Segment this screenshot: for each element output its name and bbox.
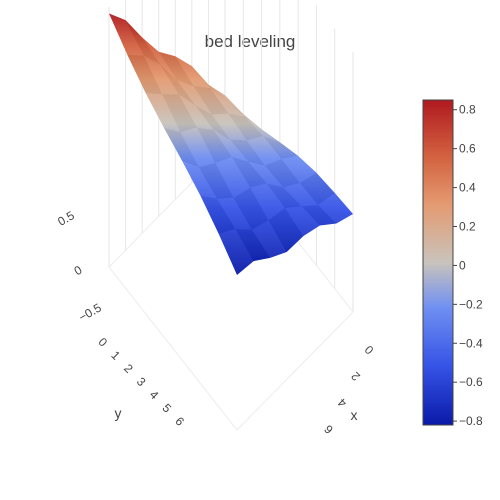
surface-facet: [145, 92, 181, 133]
surface-facet: [177, 80, 212, 115]
surface-facet: [218, 228, 254, 275]
colorbar-tick-label: −0.4: [459, 336, 483, 350]
colorbar-tick-label: 0.2: [459, 219, 476, 233]
surface-facet: [246, 136, 282, 166]
colorbar-tick-label: 0.8: [459, 103, 476, 117]
y-axis-title: y: [115, 405, 122, 421]
z-tick-label: 0: [72, 263, 85, 279]
surface-facet: [125, 20, 161, 65]
surface-facet: [285, 206, 320, 237]
x-tick-label: 2: [348, 369, 363, 384]
surface-facet: [193, 86, 229, 115]
surface-facet: [268, 207, 304, 253]
surface-facet: [160, 64, 196, 106]
colorbar-tick-label: 0.4: [459, 181, 476, 195]
colorbar-tick-label: 0: [459, 258, 466, 272]
y-tick-label: 1: [108, 348, 123, 363]
surface-facet: [175, 56, 211, 88]
chart-title: bed leveling: [205, 32, 296, 51]
surface-facet: [281, 155, 317, 184]
surface-facet: [283, 183, 319, 207]
surface-facet: [180, 127, 216, 168]
y-tick-label: 0: [96, 335, 111, 350]
x-tick-label: 6: [321, 422, 336, 437]
surface-facet: [142, 37, 177, 81]
surface-facet: [211, 113, 247, 141]
surface-facet: [301, 205, 337, 226]
surface-facet: [182, 160, 217, 199]
x-tick-label: 4: [335, 395, 350, 410]
y-tick-label: 3: [134, 374, 149, 389]
surface-facet: [213, 129, 249, 162]
surface-facet: [162, 94, 197, 133]
surface-facet: [318, 192, 353, 224]
surface-facet: [226, 100, 262, 130]
colorbar-tick-label: −0.2: [459, 297, 483, 311]
surface-facet: [299, 172, 335, 206]
z-tick-label: −0.5: [76, 300, 104, 324]
surface-facet: [210, 87, 245, 117]
y-tick-label: 6: [172, 414, 187, 429]
z-tick-label: 0.5: [55, 208, 77, 229]
surface-facet: [197, 127, 232, 164]
x-tick-label: 0: [362, 342, 377, 357]
surface-facet: [158, 51, 194, 87]
surface-facet: [233, 187, 269, 230]
surface-facet: [231, 156, 267, 188]
surface-facet: [143, 55, 179, 95]
surface-mesh: [109, 13, 353, 275]
y-tick-label: 5: [160, 401, 175, 416]
surface-facet: [198, 163, 234, 199]
surface-facet: [178, 94, 214, 130]
surface-facet: [248, 161, 284, 188]
colorbar-tick-label: −0.8: [459, 414, 483, 428]
colorbar-tick-label: −0.6: [459, 375, 483, 389]
colorbar: 0.8 0.6 0.4 0.2 0 −0.2 −0.4 −0.6 −0.8: [422, 99, 483, 428]
surface-facet: [251, 220, 287, 258]
colorbar-tick-label: 0.6: [459, 142, 476, 156]
surface-facet: [163, 127, 199, 168]
surface-facet: [230, 139, 265, 166]
surface-facet: [228, 113, 264, 141]
surface-facet: [195, 105, 231, 140]
x-axis-title: x: [351, 407, 358, 423]
colorbar-gradient: [422, 99, 454, 426]
surface-facet: [266, 183, 302, 208]
surface-facet: [250, 183, 285, 221]
surface-facet: [200, 195, 236, 234]
surface-facet: [235, 228, 271, 262]
surface-facet: [263, 136, 299, 159]
surface-facet: [265, 158, 300, 188]
surface-facet: [217, 197, 252, 230]
y-tick-label: 2: [121, 361, 136, 376]
surface-facet: [127, 54, 163, 95]
surface-plot: [109, 13, 353, 275]
y-tick-label: 4: [147, 388, 162, 403]
surface-facet: [109, 13, 144, 56]
surface-facet: [208, 84, 244, 115]
surface-facet: [215, 156, 251, 198]
